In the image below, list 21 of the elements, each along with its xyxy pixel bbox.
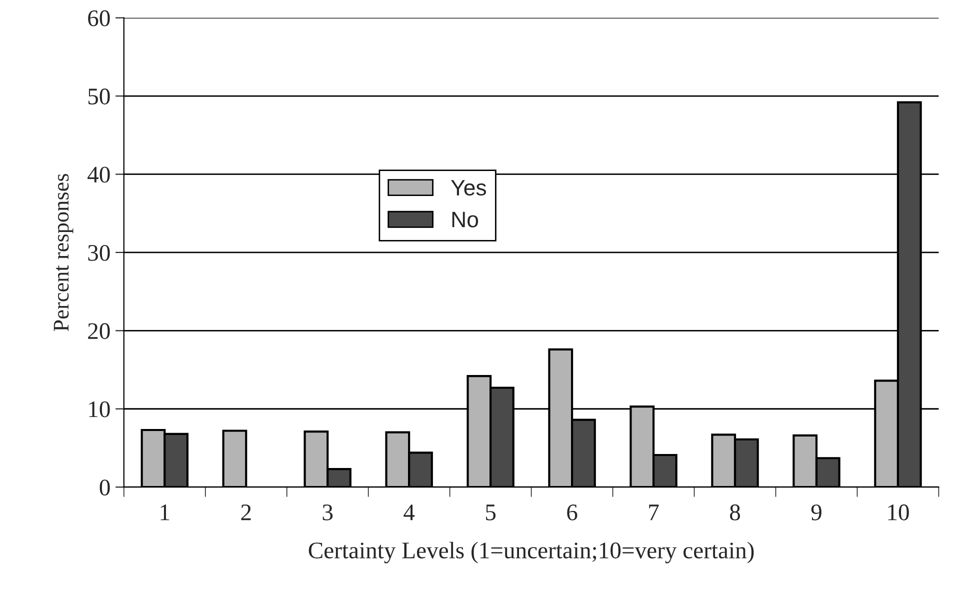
y-tick-label: 60 [88, 10, 110, 26]
y-tick-label: 50 [88, 88, 110, 104]
y-tick-label: 0 [100, 480, 110, 496]
x-tick-label: 3 [322, 504, 333, 520]
x-tick-label: 1 [160, 504, 170, 520]
x-tick-label: 9 [811, 504, 822, 520]
y-tick-label: 10 [89, 401, 110, 418]
y-tick-label: 30 [88, 244, 110, 261]
x-tick-label: 2 [241, 504, 251, 520]
legend-label: No [452, 212, 478, 228]
x-axis-title: Certainty Levels (1=uncertain;10=very certain) [308, 542, 754, 564]
x-tick-label: 8 [730, 504, 740, 520]
x-tick-label: 6 [567, 504, 578, 520]
y-tick-label: 20 [88, 323, 110, 340]
x-tick-label: 10 [888, 504, 909, 520]
x-tick-label: 7 [649, 504, 659, 520]
legend-label: Yes [451, 180, 486, 196]
x-tick-label: 5 [486, 504, 496, 520]
x-tick-label: 4 [404, 504, 415, 520]
y-axis-title: Percent responses [54, 174, 74, 332]
y-tick-label: 40 [88, 166, 110, 183]
